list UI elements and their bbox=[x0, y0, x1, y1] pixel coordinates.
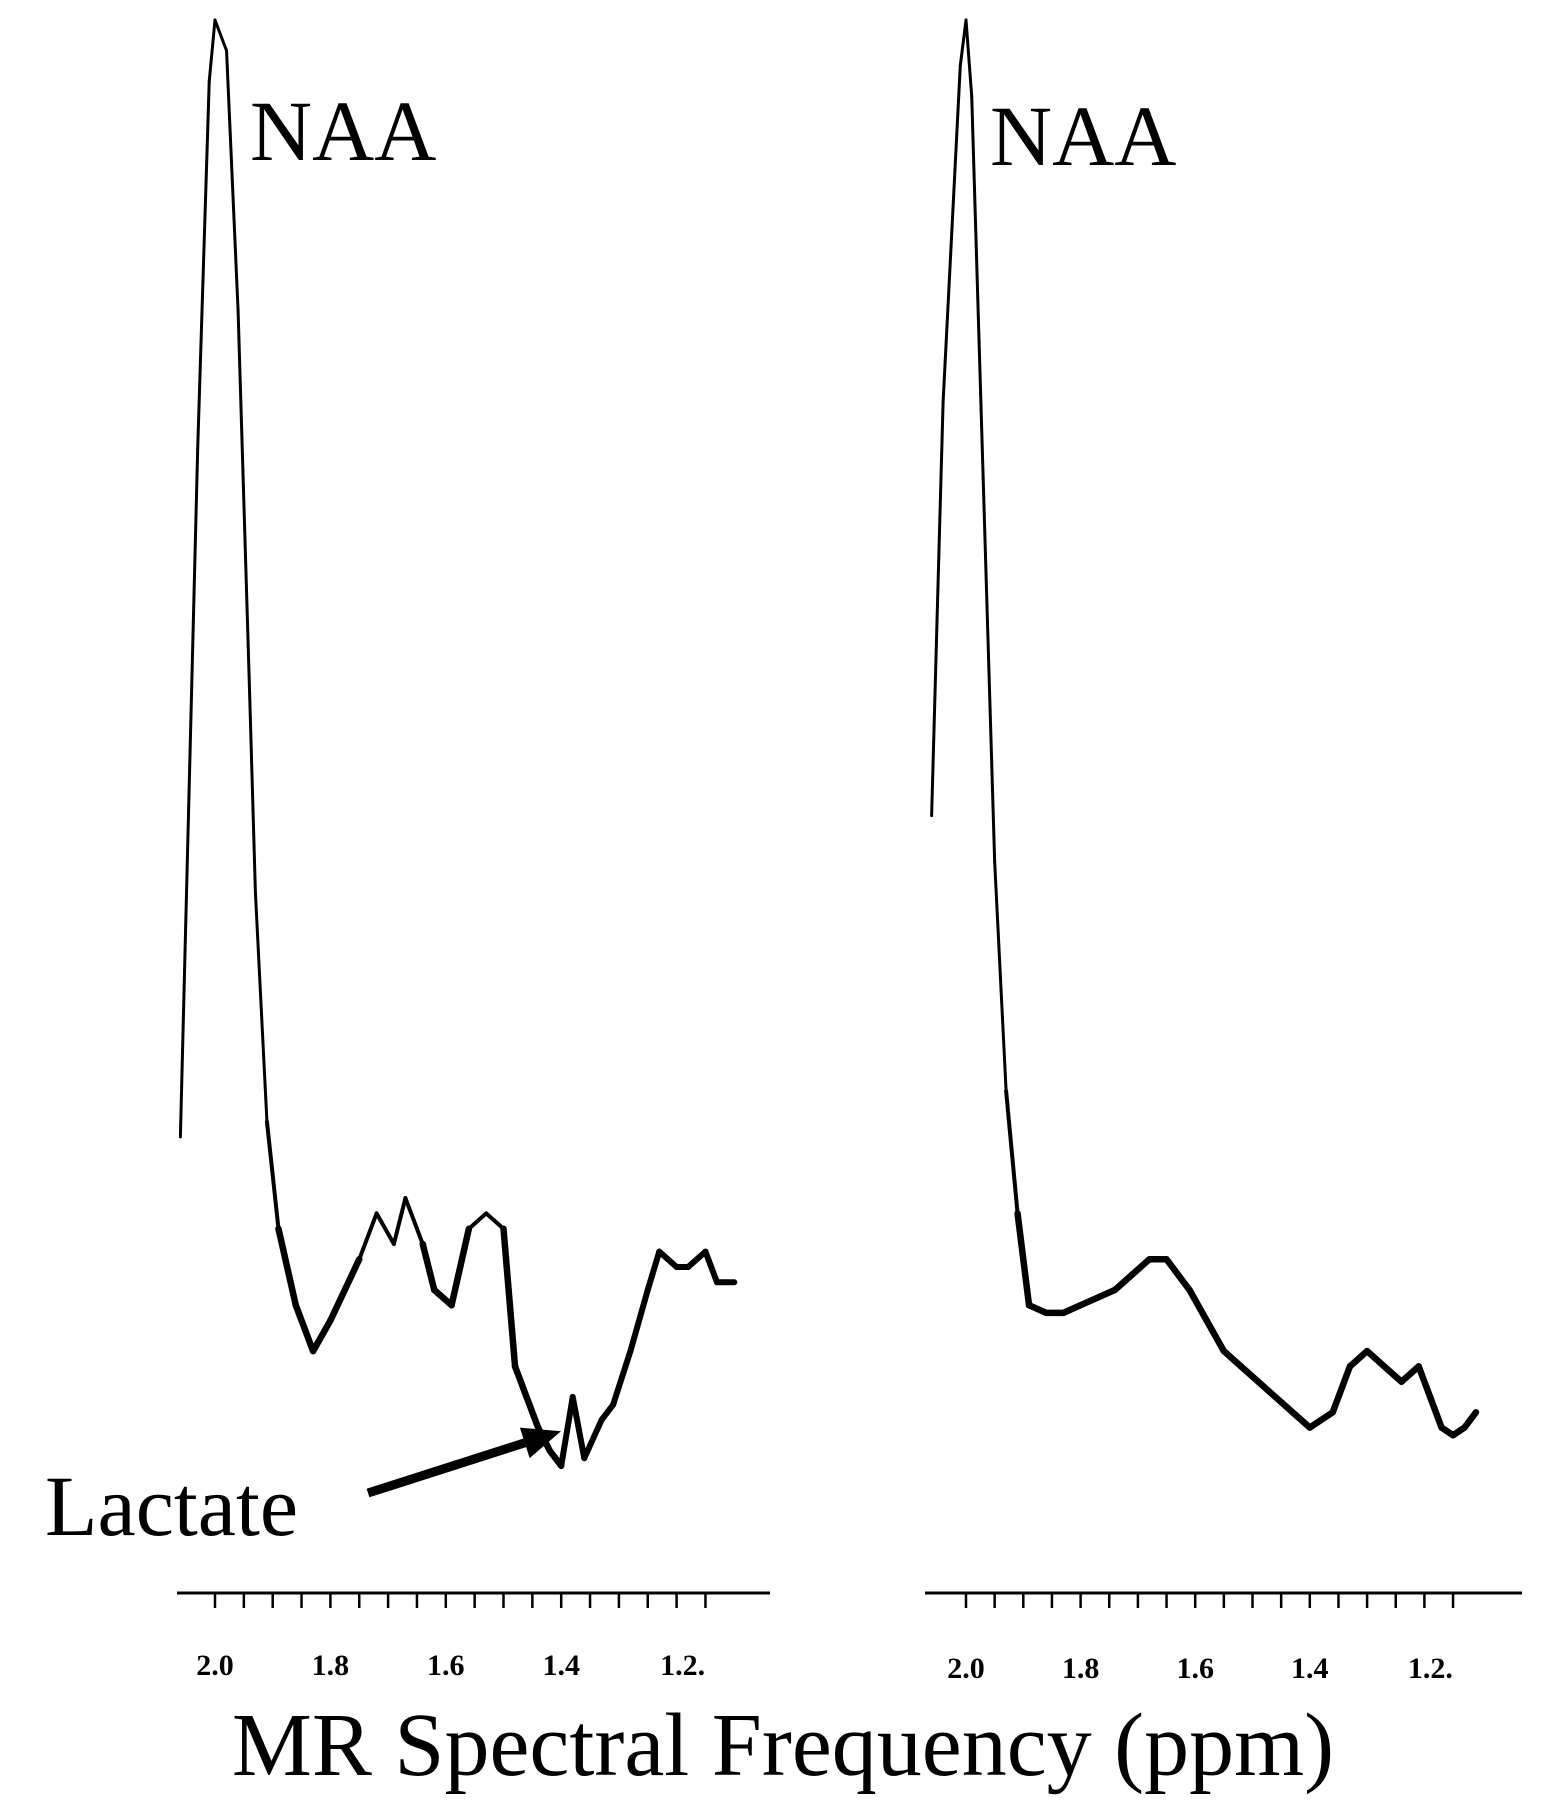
spectrum-segment bbox=[964, 18, 974, 98]
spectrum-segment bbox=[403, 1196, 425, 1246]
spectrum-segment bbox=[656, 1248, 680, 1270]
spectrum-segment bbox=[178, 446, 200, 1139]
spectrum-segment bbox=[292, 1301, 317, 1355]
spectrum-segment bbox=[466, 1211, 489, 1231]
spectrum-segment bbox=[309, 1317, 334, 1355]
spectrum-segment bbox=[275, 1225, 300, 1309]
lactate-arrow-shaft bbox=[366, 1438, 527, 1498]
spectrum-segment bbox=[610, 1348, 634, 1408]
x-tick-label: 1.4 bbox=[542, 1649, 580, 1682]
spectrum-segment bbox=[391, 1196, 408, 1246]
spectrum-segment bbox=[523, 1393, 542, 1431]
spectrum-segment bbox=[1111, 1271, 1136, 1294]
spectrum-segment bbox=[511, 1363, 530, 1401]
spectrum-segment bbox=[1329, 1363, 1354, 1416]
spectrum-segment bbox=[930, 401, 945, 818]
spectrum-segment bbox=[1163, 1256, 1193, 1294]
naa-peak-label-left: NAA bbox=[250, 83, 436, 179]
spectrum-segment bbox=[644, 1248, 663, 1293]
spectrum-segment bbox=[993, 860, 1008, 1093]
spectrum-segment bbox=[253, 890, 269, 1124]
spectrum-segment bbox=[1254, 1378, 1279, 1401]
spectrum-segment bbox=[431, 1286, 455, 1309]
naa-peak-label-right: NAA bbox=[990, 88, 1176, 184]
x-tick-label: 1.2. bbox=[660, 1649, 705, 1682]
spectrum-segment bbox=[569, 1394, 588, 1462]
x-tick-label: 2.0 bbox=[196, 1649, 234, 1682]
right-spectrum-panel: 2.0 1.8 1.6 1.4 1.2. bbox=[925, 18, 1522, 1685]
spectrum-segment bbox=[264, 1119, 281, 1231]
spectrum-segment bbox=[1004, 1089, 1020, 1216]
x-tick-label: 1.4 bbox=[1291, 1652, 1329, 1685]
lactate-annotation-label: Lactate bbox=[45, 1458, 298, 1554]
spectrum-segment bbox=[598, 1401, 617, 1423]
spectrum-segment bbox=[581, 1416, 605, 1462]
spectrum-segment bbox=[981, 477, 997, 863]
spectrum-segment bbox=[1363, 1347, 1388, 1370]
x-tick-label: 1.8 bbox=[1062, 1652, 1100, 1685]
spectrum-segment bbox=[1346, 1347, 1371, 1370]
spectrum-segment bbox=[196, 79, 211, 450]
spectrum-segment bbox=[1415, 1363, 1434, 1401]
lactate-arrow-head bbox=[519, 1427, 561, 1459]
x-tick-label: 1.6 bbox=[427, 1649, 465, 1682]
spectrum-segment bbox=[213, 18, 229, 53]
spectrum-segment bbox=[248, 691, 257, 894]
left-spectrum-panel: 2.0 1.8 1.6 1.4 1.2. bbox=[177, 18, 770, 1682]
spectrum-segment bbox=[1306, 1409, 1336, 1431]
spectrum-segment bbox=[236, 309, 252, 695]
spectrum-segment bbox=[484, 1211, 506, 1231]
x-axis-label: MR Spectral Frequency (ppm) bbox=[232, 1696, 1334, 1795]
spectrum-segment bbox=[1220, 1347, 1245, 1370]
spectrum-segment bbox=[419, 1240, 438, 1294]
spectrum-segment bbox=[685, 1248, 709, 1270]
spectrum-segment bbox=[357, 1211, 379, 1262]
spectrum-segment bbox=[1398, 1363, 1422, 1385]
spectrum-segment bbox=[627, 1286, 651, 1355]
x-tick-label: 1.6 bbox=[1176, 1652, 1214, 1685]
spectrum-segment bbox=[958, 18, 968, 68]
x-tick-label: 2.0 bbox=[947, 1652, 985, 1685]
spectrum-segment bbox=[327, 1256, 363, 1324]
spectrum-segment bbox=[941, 64, 962, 404]
spectrum-segment bbox=[970, 95, 985, 481]
spectrum-segment bbox=[374, 1211, 396, 1246]
x-tick-label: 1.8 bbox=[312, 1649, 350, 1682]
spectrum-segment bbox=[702, 1248, 720, 1286]
spectrum-segment bbox=[1461, 1409, 1480, 1431]
x-tick-label: 1.2. bbox=[1408, 1652, 1453, 1685]
spectrum-segment bbox=[500, 1225, 519, 1370]
spectrum-segment bbox=[1381, 1363, 1405, 1385]
spectrum-segment bbox=[448, 1225, 473, 1309]
spectrum-segment bbox=[225, 49, 240, 313]
spectrum-segment bbox=[1289, 1409, 1314, 1431]
spectrum-segment bbox=[1237, 1363, 1262, 1385]
spectrum-segment bbox=[1128, 1256, 1153, 1278]
spectrum-segment bbox=[1186, 1286, 1210, 1324]
spectrum-segment bbox=[1014, 1210, 1033, 1309]
spectrum-segment bbox=[1272, 1393, 1296, 1416]
spectrum-segment bbox=[558, 1394, 576, 1469]
spectrum-segment bbox=[207, 18, 217, 83]
spectrum-segment bbox=[1203, 1317, 1228, 1355]
spectrum-segment bbox=[1426, 1393, 1445, 1431]
